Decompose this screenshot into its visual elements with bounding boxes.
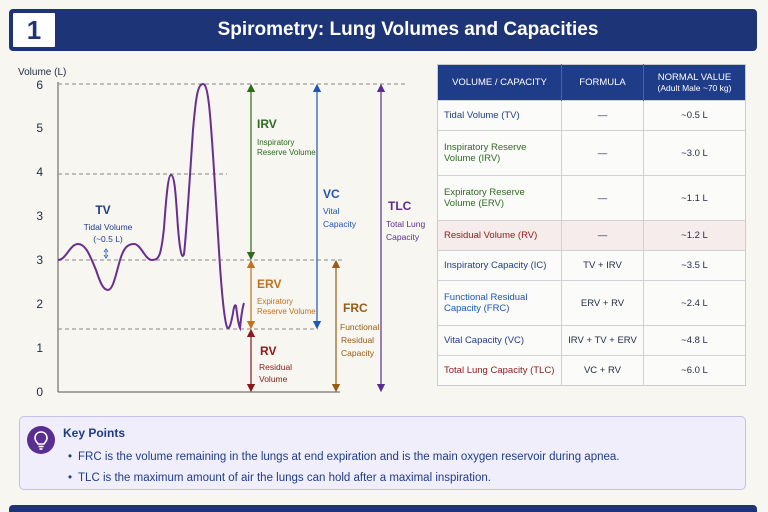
erv-line2: Reserve Volume xyxy=(257,307,316,316)
rv-line1: Residual xyxy=(259,362,292,372)
rv-title: RV xyxy=(260,344,276,358)
irv-line2: Reserve Volume xyxy=(257,148,316,157)
row-name: Functional Residual Capacity (FRC) xyxy=(437,280,562,326)
list-item: FRC is the volume remaining in the lungs… xyxy=(68,447,619,468)
frc-line3: Capacity xyxy=(341,348,375,358)
vc-line1: Vital xyxy=(323,206,339,216)
tick-label: 6 xyxy=(36,78,43,92)
key-points-title: Key Points xyxy=(63,426,126,440)
tick-label: 4 xyxy=(36,165,43,179)
tick-label: 2 xyxy=(36,297,43,311)
row-formula: — xyxy=(561,130,644,176)
frc-line2: Residual xyxy=(341,335,374,345)
table-row: Total Lung Capacity (TLC) VC + RV ~6.0 L xyxy=(437,355,746,386)
frc-title: FRC xyxy=(343,301,368,315)
col-header-volume: VOLUME / CAPACITY xyxy=(437,64,562,101)
section-header: 1 Spirometry: Lung Volumes and Capacitie… xyxy=(9,9,757,51)
tlc-line1: Total Lung xyxy=(386,219,425,229)
key-points-panel: Key Points FRC is the volume remaining i… xyxy=(19,416,746,490)
frc-line1: Functional xyxy=(340,322,379,332)
page-title: Spirometry: Lung Volumes and Capacities xyxy=(217,19,599,40)
row-name: Inspiratory Capacity (IC) xyxy=(437,250,562,281)
spirometry-diagram: Volume (L) 0 1 2 3 3 4 5 6 TV Tidal Volu… xyxy=(18,67,425,399)
spirometry-trace xyxy=(57,82,245,332)
tv-title: TV xyxy=(95,203,110,217)
row-formula: — xyxy=(561,175,644,221)
erv-title: ERV xyxy=(257,277,281,291)
row-formula: IRV + TV + ERV xyxy=(561,325,644,356)
row-formula: — xyxy=(561,220,644,251)
row-value: ~3.0 L xyxy=(643,130,746,176)
tick-label: 0 xyxy=(36,385,43,399)
lightbulb-icon xyxy=(27,426,55,454)
row-name: Vital Capacity (VC) xyxy=(437,325,562,356)
row-value: ~2.4 L xyxy=(643,280,746,326)
key-points-list: FRC is the volume remaining in the lungs… xyxy=(68,447,619,489)
row-formula: VC + RV xyxy=(561,355,644,386)
tick-label: 3 xyxy=(36,253,43,267)
table-row: Vital Capacity (VC) IRV + TV + ERV ~4.8 … xyxy=(437,325,746,356)
table-row: Tidal Volume (TV) — ~0.5 L xyxy=(437,100,746,131)
next-section-bar xyxy=(9,505,757,512)
tv-line1: Tidal Volume xyxy=(84,222,133,232)
vc-line2: Capacity xyxy=(323,219,357,229)
row-value: ~1.2 L xyxy=(643,220,746,251)
col-header-normal-value-title: NORMAL VALUE xyxy=(657,72,732,83)
list-item: TLC is the maximum amount of air the lun… xyxy=(68,468,619,489)
row-name: Tidal Volume (TV) xyxy=(437,100,562,131)
row-name: Inspiratory Reserve Volume (IRV) xyxy=(437,130,562,176)
row-value: ~6.0 L xyxy=(643,355,746,386)
row-formula: ERV + RV xyxy=(561,280,644,326)
section-number: 1 xyxy=(11,11,57,49)
table-row: Functional Residual Capacity (FRC) ERV +… xyxy=(437,280,746,326)
row-value: ~1.1 L xyxy=(643,175,746,221)
tick-label: 5 xyxy=(36,121,43,135)
volumes-table: VOLUME / CAPACITY FORMULA NORMAL VALUE (… xyxy=(437,64,746,386)
vc-title: VC xyxy=(323,187,340,201)
row-name: Residual Volume (RV) xyxy=(437,220,562,251)
table-row: Residual Volume (RV) — ~1.2 L xyxy=(437,220,746,251)
tlc-title: TLC xyxy=(388,199,412,213)
tick-label: 1 xyxy=(36,341,43,355)
row-formula: TV + IRV xyxy=(561,250,644,281)
row-formula: — xyxy=(561,100,644,131)
row-name: Expiratory Reserve Volume (ERV) xyxy=(437,175,562,221)
row-value: ~4.8 L xyxy=(643,325,746,356)
table-row: Inspiratory Capacity (IC) TV + IRV ~3.5 … xyxy=(437,250,746,281)
axis-label: Volume (L) xyxy=(18,67,66,78)
col-header-formula: FORMULA xyxy=(561,64,644,101)
table-row: Expiratory Reserve Volume (ERV) — ~1.1 L xyxy=(437,175,746,221)
erv-line1: Expiratory xyxy=(257,297,293,306)
row-value: ~3.5 L xyxy=(643,250,746,281)
irv-title: IRV xyxy=(257,117,277,131)
row-name: Total Lung Capacity (TLC) xyxy=(437,355,562,386)
row-value: ~0.5 L xyxy=(643,100,746,131)
tlc-line2: Capacity xyxy=(386,232,420,242)
col-header-normal-value-sub: (Adult Male ~70 kg) xyxy=(657,83,732,93)
tv-line2: (~0.5 L) xyxy=(93,234,123,244)
tv-mini-arrow xyxy=(103,248,109,259)
col-header-normal-value: NORMAL VALUE (Adult Male ~70 kg) xyxy=(643,64,746,101)
table-row: Inspiratory Reserve Volume (IRV) — ~3.0 … xyxy=(437,130,746,176)
tick-label: 3 xyxy=(36,209,43,223)
rv-line2: Volume xyxy=(259,374,288,384)
irv-line1: Inspiratory xyxy=(257,138,294,147)
